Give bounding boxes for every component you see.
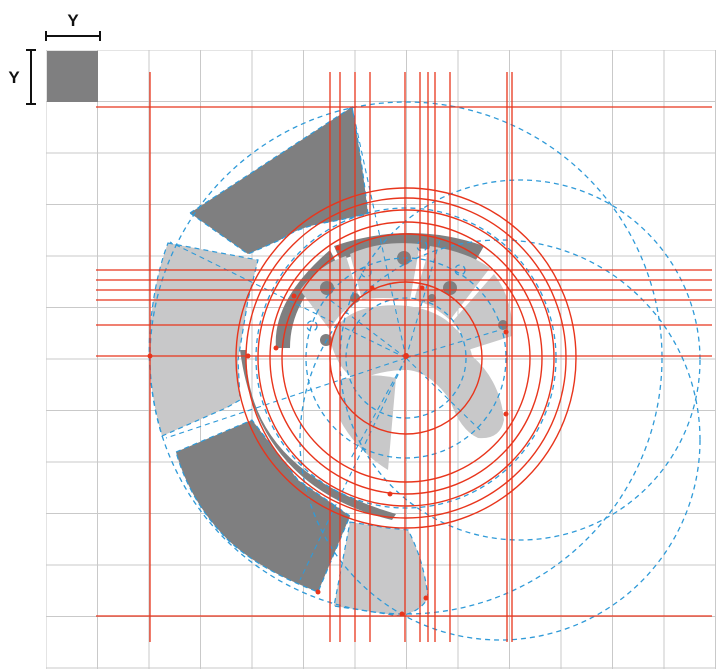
hub-ring-arc-lower [240, 350, 396, 520]
scale-key: Y Y [8, 11, 101, 105]
guide-circle-lower [299, 239, 701, 641]
outer-blade-top [188, 106, 369, 255]
guide-circle-right [339, 179, 701, 541]
intersection-point [147, 353, 153, 359]
horizontal-scale-label: Y [67, 11, 79, 30]
guide-radial [405, 239, 441, 359]
construction-circles [235, 187, 577, 529]
construction-circle [269, 221, 543, 495]
construction-circle [245, 197, 567, 519]
inner-blade-4 [452, 274, 513, 350]
construction-circle [329, 281, 483, 435]
guide-radial [349, 357, 407, 461]
guide-radials [165, 106, 501, 581]
construction-circle [281, 233, 531, 483]
construction-circle [257, 209, 555, 507]
guide-radial [329, 299, 407, 359]
intersection-point [335, 245, 341, 251]
guide-circle-small [416, 240, 428, 252]
center-point [403, 353, 409, 359]
intersection-point [503, 329, 509, 335]
intersection-point [369, 285, 375, 291]
hub-center-shape [330, 305, 504, 439]
hub-lower-shape [340, 375, 396, 470]
inner-blade-2 [350, 243, 420, 300]
guide-circle-inner [305, 257, 507, 459]
vertical-scale-label: Y [8, 68, 20, 87]
outer-blade-left [148, 242, 259, 437]
outer-blade-bottom [333, 521, 429, 617]
construction-lines [96, 72, 712, 642]
vertical-dimension-mark [26, 49, 36, 105]
intersection-point [503, 411, 509, 417]
intersection-point [387, 491, 393, 497]
intersection-point [419, 285, 425, 291]
fan-blade-shapes [148, 106, 513, 617]
intersection-point [273, 345, 279, 351]
outer-blade-lower [175, 419, 351, 593]
intersection-point [399, 611, 405, 617]
guide-radial [351, 106, 407, 359]
intersection-point [291, 293, 297, 299]
bolt-dot [320, 281, 334, 295]
guide-circle-hub [345, 297, 467, 419]
intersection-points [147, 245, 509, 617]
construction-circle [235, 187, 577, 529]
guide-radial [169, 241, 407, 359]
guide-radial [165, 357, 407, 439]
unit-square [47, 51, 98, 102]
guide-circle-small [360, 266, 372, 278]
intersection-point [423, 595, 429, 601]
intersection-point [245, 353, 251, 359]
horizontal-dimension-mark [45, 31, 101, 41]
intersection-point [315, 589, 321, 595]
bolt-dot [320, 334, 332, 346]
guide-circle-mid [255, 207, 557, 509]
guide-radial [405, 329, 501, 359]
guide-circle-small [306, 320, 318, 332]
